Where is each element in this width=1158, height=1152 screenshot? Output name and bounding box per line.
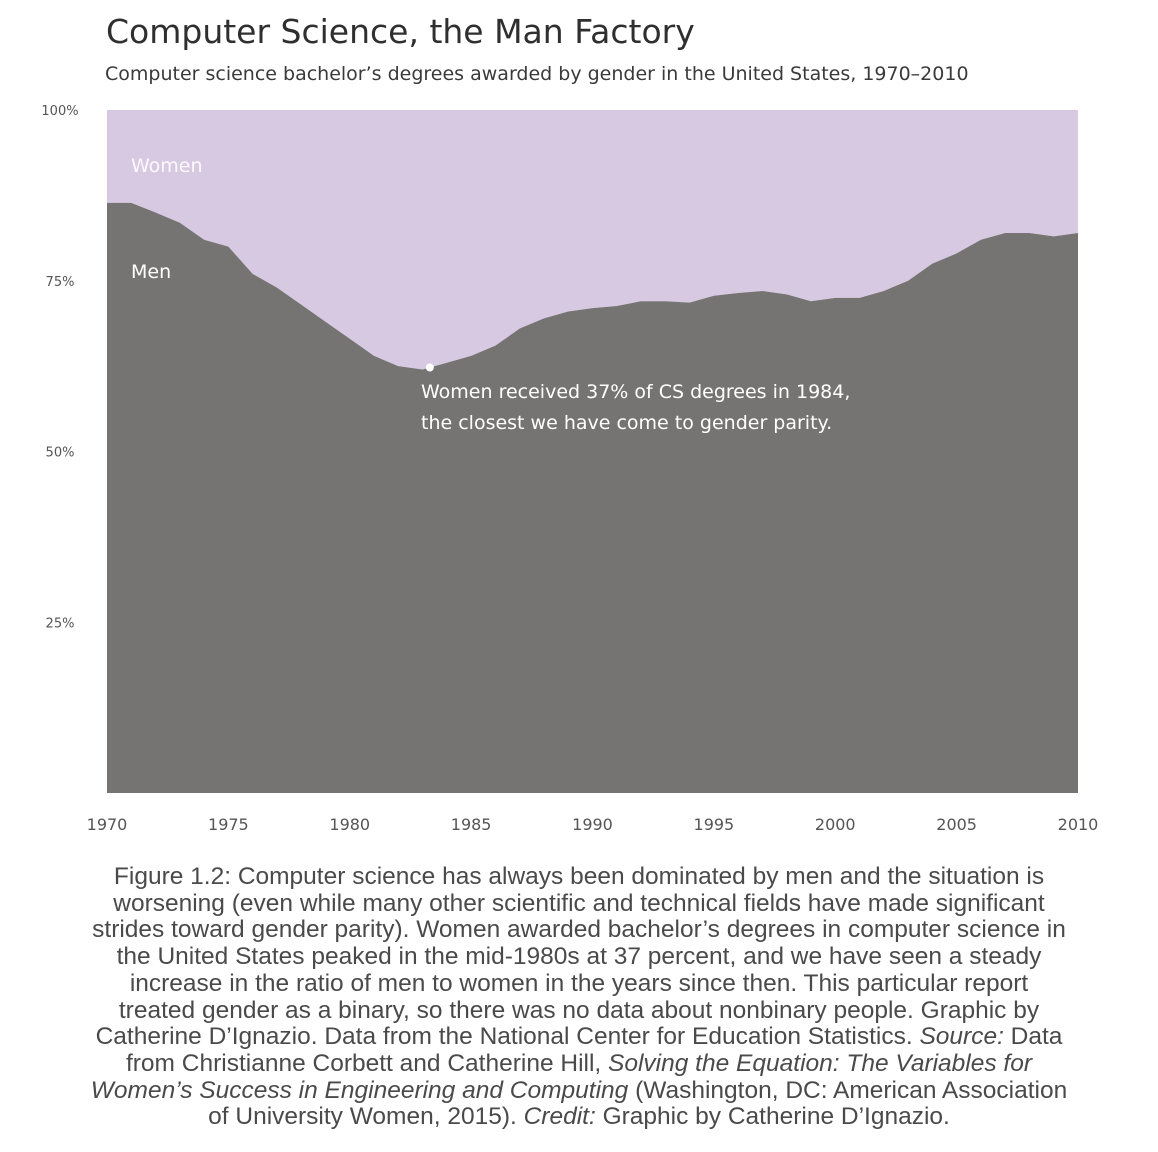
caption-segment: Figure 1.2: Computer science has always …: [113, 863, 1045, 890]
caption-line: increase in the ratio of men to women in…: [30, 969, 1128, 998]
caption-italic-segment: Women’s Success in Engineering and Compu…: [90, 1076, 629, 1104]
figure-caption: Figure 1.2: Computer science has always …: [30, 863, 1128, 1131]
caption-italic-segment: Solving the Equation: The Variables for: [608, 1049, 1033, 1077]
caption-line: treated gender as a binary, so there was…: [30, 996, 1128, 1025]
chart-subtitle: Computer science bachelor’s degrees awar…: [105, 63, 969, 85]
y-tick-label: 25%: [46, 616, 75, 631]
x-tick-label: 1990: [572, 815, 613, 834]
caption-line: from Christianne Corbett and Catherine H…: [30, 1049, 1128, 1078]
men-area: [107, 202, 1078, 793]
caption-segment: increase in the ratio of men to women in…: [129, 969, 1029, 997]
annotation-point: [425, 363, 434, 372]
series-label-men: Men: [131, 261, 171, 283]
x-tick-label: 1995: [694, 815, 735, 834]
x-tick-label: 2005: [936, 815, 977, 834]
x-axis: 1970 1975 1980 1985 1990 1995 2000 2005 2010: [87, 815, 1099, 834]
series-labels: Women Men: [131, 155, 203, 283]
caption-line: Women’s Success in Engineering and Compu…: [30, 1076, 1128, 1105]
x-tick-label: 1985: [451, 815, 492, 834]
caption-segment: from Christianne Corbett and Catherine H…: [125, 1049, 609, 1077]
caption-segment: of University Women, 2015).: [208, 1103, 524, 1131]
women-area: [107, 110, 1078, 370]
caption-segment: strides toward gender parity). Women awa…: [92, 916, 1066, 944]
x-tick-label: 2000: [815, 815, 856, 834]
caption-line: of University Women, 2015). Credit: Grap…: [30, 1103, 1128, 1131]
x-tick-label: 1975: [208, 815, 249, 834]
chart-areas: [107, 110, 1078, 793]
caption-segment: (Washington, DC: American Association: [628, 1076, 1068, 1104]
caption-line: worsening (even while many other scienti…: [30, 889, 1128, 918]
caption-line: Figure 1.2: Computer science has always …: [30, 863, 1128, 891]
caption-line: strides toward gender parity). Women awa…: [30, 917, 1128, 944]
x-tick-label: 1970: [87, 815, 128, 834]
caption-segment: Catherine D’Ignazio. Data from the Natio…: [95, 1023, 920, 1051]
annotation-text: Women received 37% of CS degrees in 1984…: [421, 381, 850, 403]
x-tick-label: 2010: [1058, 815, 1099, 834]
area-chart: 1970 1975 1980 1985 1990 1995 2000 2005 2010 100…: [41, 104, 1099, 834]
caption-segment: the United States peaked in the mid-1980…: [116, 943, 1042, 971]
y-tick-label: 75%: [46, 275, 75, 290]
y-tick-label: 100%: [41, 104, 78, 119]
caption-segment: Graphic by Catherine D’Ignazio.: [595, 1103, 950, 1131]
caption-segment: treated gender as a binary, so there was…: [118, 996, 1040, 1024]
series-label-women: Women: [131, 155, 203, 177]
y-tick-label: 50%: [46, 446, 75, 461]
annotation-text: the closest we have come to gender parit…: [421, 412, 832, 434]
caption-segment: worsening (even while many other scienti…: [113, 889, 1045, 917]
x-tick-label: 1980: [329, 815, 370, 834]
caption-segment: Data: [1003, 1023, 1063, 1051]
chart-title: Computer Science, the Man Factory: [106, 12, 695, 51]
caption-italic-segment: Source:: [919, 1023, 1004, 1051]
annotation: Women received 37% of CS degrees in 1984…: [421, 363, 850, 434]
caption-line: the United States peaked in the mid-1980…: [30, 943, 1128, 971]
y-axis: 100% 75% 50% 25%: [41, 104, 78, 631]
caption-italic-segment: Credit:: [523, 1103, 596, 1131]
caption-line: Catherine D’Ignazio. Data from the Natio…: [30, 1023, 1128, 1051]
